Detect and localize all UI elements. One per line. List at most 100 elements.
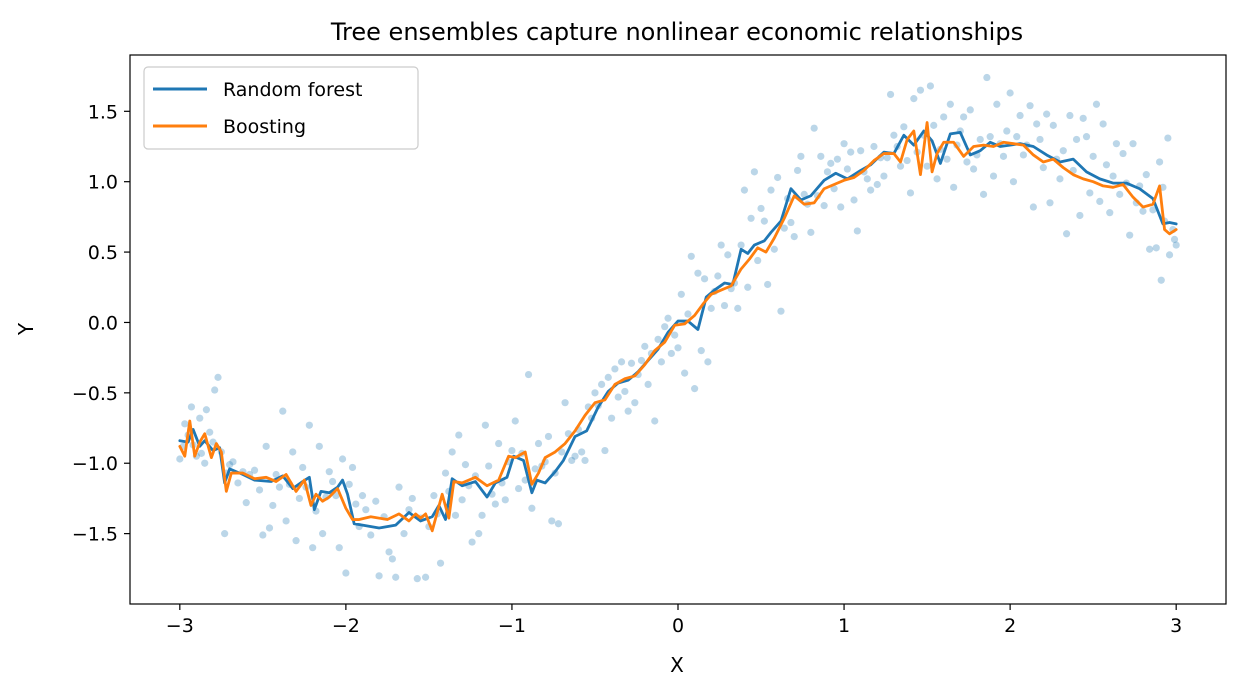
scatter-point: [943, 155, 951, 163]
scatter-point: [441, 469, 450, 477]
scatter-point: [176, 455, 184, 463]
scatter-point: [451, 511, 460, 519]
y-tick-label: −1.0: [72, 453, 118, 475]
scatter-point: [345, 480, 353, 488]
x-axis: −3 −2 −1 0 1 2 3: [166, 604, 1182, 637]
scatter-point: [421, 573, 430, 581]
scatter-point: [436, 559, 445, 567]
scatter-point: [214, 373, 222, 381]
lines-layer: [178, 121, 1178, 533]
scatter-point: [857, 147, 865, 155]
scatter-point: [986, 133, 994, 141]
scatter-point: [531, 465, 539, 473]
scatter-point: [870, 142, 878, 151]
scatter-point: [1059, 147, 1067, 155]
scatter-point: [1043, 110, 1051, 118]
scatter-point: [667, 349, 675, 358]
scatter-point: [1142, 171, 1150, 179]
scatter-point: [1092, 100, 1101, 108]
scatter-point: [1013, 133, 1021, 141]
scatter-point: [983, 73, 991, 82]
scatter-point: [234, 479, 242, 487]
scatter-point: [1099, 120, 1107, 128]
scatter-point: [780, 224, 788, 232]
scatter-point: [279, 407, 287, 415]
scatter-point: [1079, 114, 1087, 122]
x-axis-label: X: [670, 653, 684, 677]
scatter-point: [734, 304, 742, 312]
scatter-point: [800, 190, 808, 198]
scatter-point: [654, 335, 662, 343]
scatter-point: [1026, 102, 1034, 110]
scatter-point: [1119, 149, 1127, 158]
scatter-point: [591, 389, 599, 397]
scatter-point: [657, 358, 665, 366]
scatter-point: [760, 217, 768, 225]
scatter-point: [681, 369, 689, 377]
scatter-point: [767, 186, 775, 194]
scatter-point: [362, 506, 370, 514]
scatter-point: [969, 165, 978, 173]
scatter-point: [960, 113, 968, 121]
scatter-point: [528, 504, 536, 512]
scatter-point: [561, 399, 569, 407]
scatter-point: [250, 466, 259, 474]
scatter-point: [979, 190, 988, 198]
x-tick-label: 1: [838, 615, 850, 637]
scatter-point: [461, 461, 470, 469]
scatter-point: [627, 359, 636, 367]
y-axis-label: Y: [14, 322, 38, 336]
scatter-point: [581, 456, 589, 465]
scatter-point: [847, 148, 855, 156]
scatter-point: [292, 537, 300, 545]
scatter-point: [1112, 140, 1120, 148]
scatter-point: [1149, 206, 1157, 214]
scatter-point: [724, 251, 732, 259]
x-tick-label: 2: [1004, 615, 1016, 637]
scatter-point: [850, 196, 858, 204]
scatter-point: [229, 458, 237, 466]
y-tick-label: 1.5: [88, 101, 118, 123]
scatter-point: [644, 380, 652, 388]
scatter-point: [923, 162, 931, 170]
scatter-point: [910, 95, 918, 103]
scatter-point: [319, 530, 327, 538]
scatter-point: [886, 90, 895, 99]
scatter-point: [554, 520, 563, 528]
scatter-point: [1046, 199, 1054, 207]
scatter-point: [664, 314, 672, 322]
scatter-point: [740, 186, 749, 194]
scatter-point: [305, 421, 313, 429]
scatter-point: [617, 358, 626, 366]
scatter-point: [1157, 276, 1165, 284]
scatter-point: [342, 569, 350, 577]
scatter-point: [963, 158, 971, 166]
scatter-point: [598, 380, 606, 388]
chart-title: Tree ensembles capture nonlinear economi…: [330, 18, 1023, 46]
scatter-point: [358, 492, 367, 500]
scatter-point: [873, 180, 881, 189]
x-tick-label: −2: [332, 615, 360, 637]
scatter-point: [840, 140, 848, 148]
scatter-point: [338, 455, 347, 463]
scatter-point: [903, 156, 911, 165]
scatter-point: [1006, 89, 1014, 97]
scatter-point: [694, 269, 702, 277]
scatter-point: [817, 152, 825, 160]
scatter-point: [691, 385, 699, 393]
scatter-point: [1109, 172, 1117, 180]
y-tick-label: −1.5: [72, 524, 118, 546]
scatter-point: [704, 358, 712, 366]
scatter-point: [352, 500, 360, 508]
scatter-point: [1056, 175, 1064, 183]
scatter-point: [750, 168, 758, 176]
series-line-boosting: [178, 121, 1178, 533]
scatter-point: [514, 484, 523, 493]
scatter-point: [790, 232, 798, 241]
scatter-point: [1066, 111, 1074, 120]
scatter-point: [611, 365, 619, 373]
scatter-point: [295, 494, 303, 503]
scatter-point: [485, 462, 493, 470]
scatter-point: [468, 538, 476, 546]
scatter-point: [475, 530, 483, 538]
